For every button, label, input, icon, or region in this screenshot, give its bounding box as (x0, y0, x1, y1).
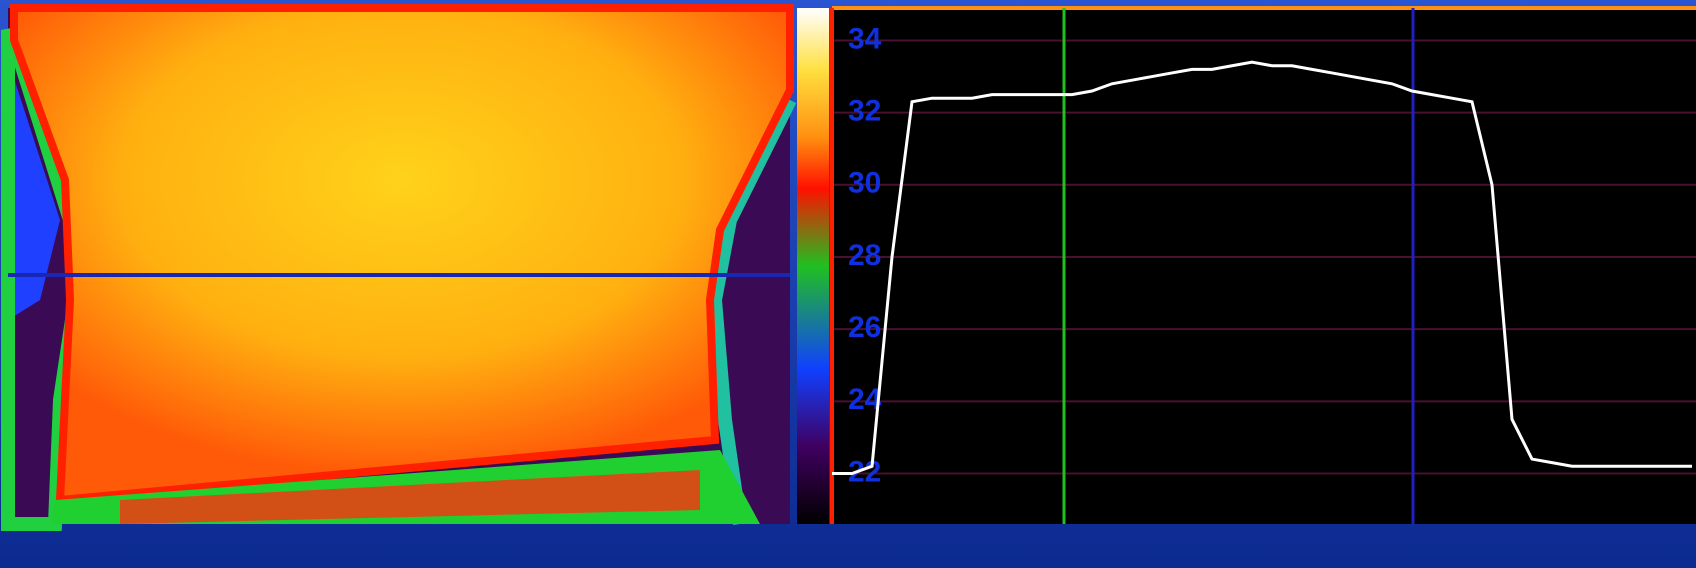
grid (832, 39, 1696, 475)
body (10, 4, 794, 505)
edge (707, 96, 797, 525)
y-tick-label: 32 (848, 95, 881, 128)
y-tick-label: 28 (848, 239, 881, 272)
thermal-image (1, 4, 797, 531)
color-bar (797, 8, 829, 524)
y-tick-label: 34 (848, 22, 882, 55)
y-tick-label: 26 (848, 311, 881, 344)
cold-region (8, 60, 60, 320)
warm-edge (120, 470, 700, 524)
profile (832, 60, 1692, 475)
plot-area (832, 8, 1696, 524)
y-tick-label: 30 (848, 167, 881, 200)
